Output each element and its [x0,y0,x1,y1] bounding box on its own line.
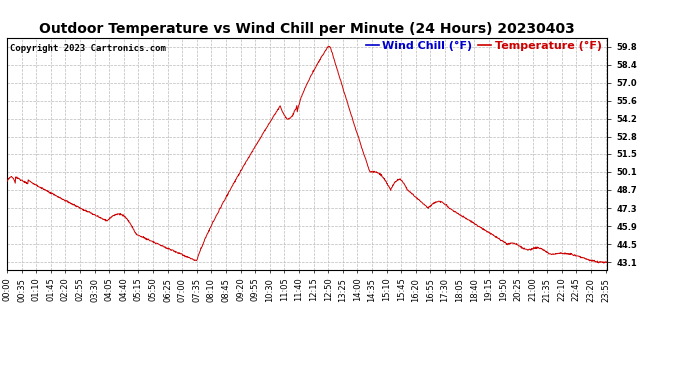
Text: Copyright 2023 Cartronics.com: Copyright 2023 Cartronics.com [10,45,166,54]
Legend: Wind Chill (°F), Temperature (°F): Wind Chill (°F), Temperature (°F) [366,41,602,51]
Title: Outdoor Temperature vs Wind Chill per Minute (24 Hours) 20230403: Outdoor Temperature vs Wind Chill per Mi… [39,22,575,36]
